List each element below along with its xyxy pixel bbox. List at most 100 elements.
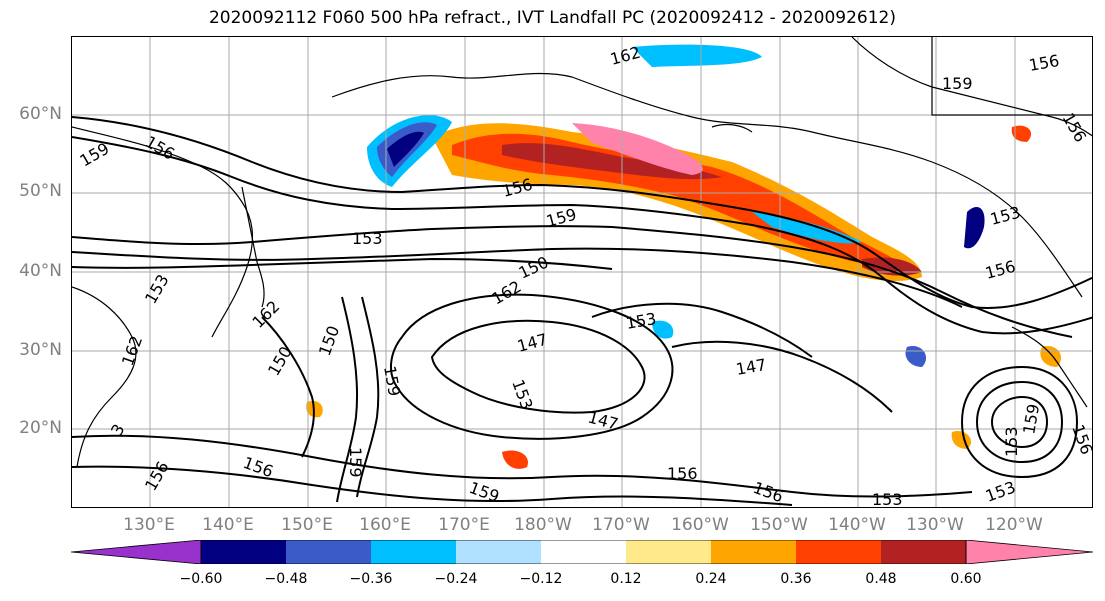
shading-negative-north	[632, 44, 762, 67]
shading-negative-west-core	[387, 131, 424, 167]
contour-156-inner	[72, 136, 1092, 335]
lon-label-170w: 170°W	[592, 515, 650, 535]
contour-label: 147	[734, 355, 767, 379]
contour-label: 153	[1002, 426, 1021, 457]
colorbar-segment	[201, 540, 286, 564]
shading-positive-blob-2	[951, 430, 972, 449]
contour-label: 156	[241, 453, 276, 481]
lat-label-50n: 50°N	[19, 181, 62, 201]
lon-label-160w: 160°W	[671, 515, 729, 535]
shading-band-peak	[572, 123, 703, 175]
contour-label: 156	[142, 132, 178, 164]
colorbar-tick: 0.12	[610, 571, 642, 587]
colorbar-tick: 0.24	[695, 571, 727, 587]
map-title: 2020092112 F060 500 hPa refract., IVT La…	[208, 8, 896, 28]
contour-label: 147	[586, 408, 620, 434]
colorbar-segment	[456, 540, 541, 564]
lat-label-30n: 30°N	[19, 340, 62, 360]
graticule	[72, 37, 1092, 507]
lon-label-150w: 150°W	[750, 515, 808, 535]
lon-label-170e: 170°E	[438, 515, 490, 535]
lon-label-140w: 140°W	[828, 515, 886, 535]
contour-low-ring-1	[990, 395, 1049, 449]
shading-positive-blob-5	[1011, 125, 1032, 142]
colorbar-segment	[626, 540, 711, 564]
contour-label: 150	[264, 343, 296, 379]
contour-156-south	[72, 465, 793, 506]
shading-negative-blob-2	[905, 346, 927, 367]
colorbar-segment	[371, 540, 456, 564]
contour-153-south	[72, 434, 973, 498]
contour-label: 159	[1019, 402, 1043, 435]
colorbar-segment	[711, 540, 796, 564]
lon-label-150e: 150°E	[281, 515, 333, 535]
colorbar-tick: −0.24	[434, 571, 478, 587]
lon-label-180w: 180°W	[514, 515, 572, 535]
colorbar-segment	[286, 540, 371, 564]
contour-153	[72, 225, 1073, 338]
contour-label: 153	[508, 377, 536, 412]
contour-low-ring-3	[960, 365, 1079, 479]
colorbar-tick: 0.36	[780, 571, 812, 587]
lon-label-120w: 120°W	[985, 515, 1043, 535]
colorbar	[71, 540, 1093, 564]
contour-159	[72, 247, 963, 308]
shading-negative-coast	[964, 207, 985, 249]
anomaly-shading	[306, 44, 1062, 469]
shading-negative-blob-1	[652, 320, 674, 339]
lon-label-140e: 140°E	[202, 515, 254, 535]
colorbar-tick: 0.60	[950, 571, 982, 587]
shading-positive-blob-1	[502, 450, 528, 469]
map-canvas: 162 159 156 156 159 156 156 153 159 153 …	[72, 37, 1093, 508]
colorbar-tick: −0.60	[179, 571, 223, 587]
contour-label: 150	[516, 252, 552, 282]
map-panel: 162 159 156 156 159 156 156 153 159 153 …	[71, 36, 1093, 508]
contour-label: 153	[988, 203, 1022, 229]
colorbar-extend-low	[71, 540, 202, 564]
contour-label: 159	[942, 74, 973, 93]
height-contours	[72, 116, 1092, 506]
colorbar-extend-high	[965, 540, 1093, 564]
contour-156-north	[72, 116, 1092, 309]
contour-label: 156	[1068, 422, 1093, 457]
contour-label: 159	[380, 364, 404, 397]
contour-label: 156	[667, 464, 698, 483]
lat-label-20n: 20°N	[19, 418, 62, 438]
colorbar-segment	[796, 540, 881, 564]
contour-label: 159	[346, 447, 365, 478]
contour-label: 153	[983, 477, 1018, 505]
contour-label: 162	[118, 333, 146, 368]
colorbar-segment	[541, 540, 626, 564]
contour-162	[72, 257, 613, 270]
colorbar-tick: −0.48	[264, 571, 308, 587]
contour-low-ring-2	[975, 380, 1064, 464]
colorbar-tick: 0.48	[865, 571, 897, 587]
contour-147-loop	[430, 319, 646, 414]
lat-label-60n: 60°N	[19, 104, 62, 124]
contour-159-meander	[336, 296, 359, 503]
contour-label: 162	[489, 277, 525, 309]
colorbar-tick: −0.36	[349, 571, 393, 587]
contour-label: 159	[467, 478, 502, 506]
contour-150-west	[261, 316, 315, 458]
contour-153-pacific	[591, 302, 813, 358]
contour-label: 150	[315, 323, 343, 358]
contour-147-east	[671, 340, 893, 413]
colorbar-segment	[881, 540, 966, 564]
contour-label: 153	[872, 490, 903, 508]
shading-band-core	[502, 143, 722, 180]
contour-label: 162	[248, 297, 283, 332]
contour-label: 156	[141, 458, 173, 494]
coastlines	[72, 37, 1092, 468]
lon-label-130e: 130°E	[123, 515, 175, 535]
contour-162-meander	[356, 296, 380, 498]
contour-label: 162	[608, 43, 642, 69]
lon-label-130w: 130°W	[906, 515, 964, 535]
contour-label: 153	[141, 271, 173, 307]
contour-label: 156	[1027, 51, 1060, 75]
lat-label-40n: 40°N	[19, 261, 62, 281]
lon-label-160e: 160°E	[359, 515, 411, 535]
contour-label: 153	[352, 229, 383, 248]
colorbar-tick: −0.12	[519, 571, 563, 587]
contour-150-loop	[390, 293, 674, 440]
